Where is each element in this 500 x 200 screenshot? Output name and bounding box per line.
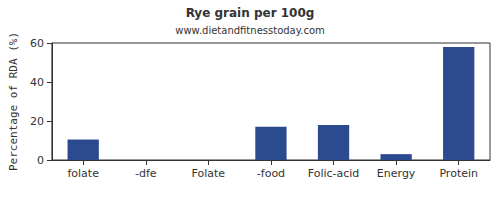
svg-text:40: 40 — [30, 76, 44, 89]
svg-text:Protein: Protein — [439, 167, 478, 180]
svg-text:0: 0 — [37, 154, 44, 167]
svg-text:Rye grain per 100g: Rye grain per 100g — [186, 6, 315, 20]
svg-text:Energy: Energy — [377, 167, 416, 180]
svg-text:folate: folate — [67, 167, 99, 180]
svg-text:-food: -food — [257, 167, 285, 180]
svg-text:-dfe: -dfe — [135, 167, 157, 180]
svg-text:www.dietandfitnesstoday.com: www.dietandfitnesstoday.com — [175, 25, 324, 36]
svg-text:20: 20 — [30, 115, 44, 128]
svg-text:60: 60 — [30, 37, 44, 50]
svg-text:Folate: Folate — [192, 167, 226, 180]
svg-text:Folic-acid: Folic-acid — [308, 167, 360, 180]
svg-text:Percentage of RDA (%): Percentage of RDA (%) — [7, 32, 20, 171]
